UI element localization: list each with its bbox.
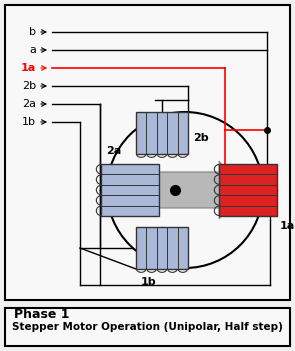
Text: b: b	[29, 27, 36, 37]
Text: 2b: 2b	[22, 81, 36, 91]
Text: 1b: 1b	[22, 117, 36, 127]
Bar	[101, 164, 159, 216]
Text: Phase 1: Phase 1	[14, 309, 70, 322]
Text: Stepper Motor Operation (Unipolar, Half step): Stepper Motor Operation (Unipolar, Half …	[12, 322, 282, 332]
Text: 2b: 2b	[193, 133, 209, 143]
Bar	[219, 164, 277, 216]
Text: 2a: 2a	[106, 146, 121, 156]
Text: 2a: 2a	[22, 99, 36, 109]
Text: 1a: 1a	[21, 63, 36, 73]
Text: 1b: 1b	[141, 277, 157, 287]
Bar	[136, 112, 188, 154]
Polygon shape	[134, 161, 241, 219]
Text: a: a	[29, 45, 36, 55]
Circle shape	[107, 112, 263, 268]
Bar	[5, 5, 290, 300]
Text: 1a: 1a	[280, 221, 295, 231]
Bar	[5, 308, 290, 346]
Bar	[136, 227, 188, 269]
